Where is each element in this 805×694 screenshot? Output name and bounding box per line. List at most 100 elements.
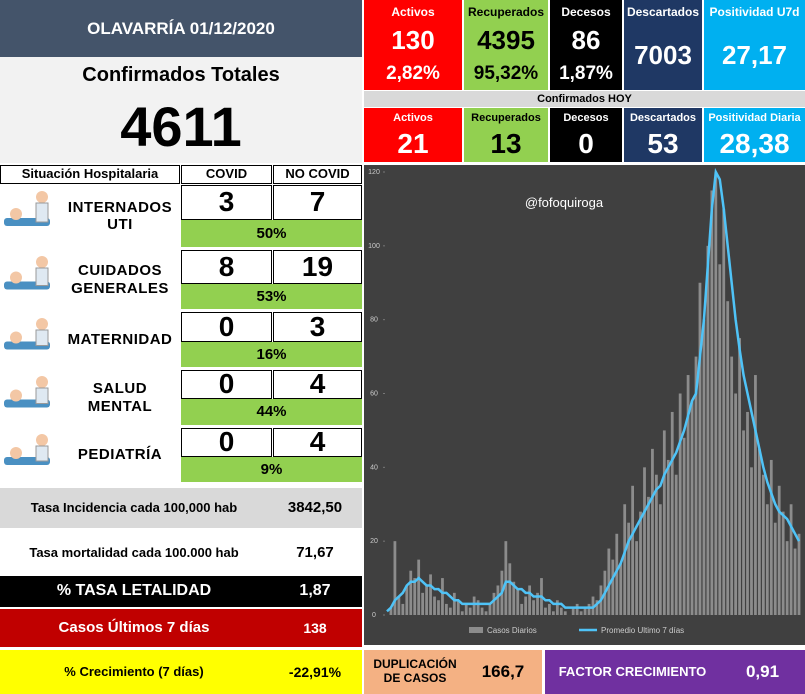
- row-icon: [2, 430, 58, 480]
- bar: [758, 448, 761, 615]
- bar: [631, 485, 635, 615]
- stat-label: Tasa mortalidad cada 100.000 hab: [29, 544, 239, 560]
- bar: [635, 541, 638, 615]
- bottom-box: [545, 650, 805, 694]
- title-bar: OLAVARRÍA 01/12/2020: [0, 0, 362, 57]
- bar: [674, 474, 678, 615]
- totals-label: Confirmados Totales: [82, 63, 280, 86]
- bar: [623, 504, 627, 615]
- today-label: Descartados: [629, 111, 697, 124]
- today-value: 28,38: [719, 127, 790, 159]
- bar: [777, 485, 781, 615]
- bar: [429, 574, 432, 615]
- y-tick-label: 60: [370, 391, 378, 398]
- bar: [797, 533, 801, 615]
- bar: [417, 559, 421, 615]
- bar: [445, 603, 448, 615]
- covid-value: 3: [181, 185, 272, 220]
- bar: [476, 600, 480, 615]
- patient-icon: [4, 318, 50, 350]
- row-label: INTERNADOS UTI: [67, 198, 173, 233]
- stat-row: [0, 576, 362, 607]
- stat-value: 71,67: [296, 544, 334, 562]
- bar: [548, 603, 551, 615]
- summary-box: [550, 0, 622, 90]
- bar: [484, 611, 488, 615]
- bottom-box: [364, 650, 542, 694]
- bar: [765, 504, 769, 615]
- bar: [492, 592, 496, 615]
- row-label: SALUD MENTAL: [87, 380, 153, 415]
- today-value: 13: [490, 127, 522, 159]
- row-icon: [2, 372, 58, 423]
- pct-cell: 53%: [181, 284, 362, 309]
- y-tick-label: 0: [372, 612, 376, 619]
- bar: [425, 585, 428, 615]
- bar: [639, 511, 642, 615]
- summary-box: [464, 0, 548, 90]
- bar: [627, 522, 631, 615]
- covid-value: 0: [181, 311, 272, 342]
- table-header: Situación Hospitalaria: [0, 165, 180, 184]
- totals-value: 4611: [120, 95, 242, 159]
- bar: [678, 393, 682, 615]
- bar: [508, 563, 512, 615]
- y-tick-label: 120: [368, 169, 380, 176]
- bar: [750, 467, 753, 615]
- table-header: COVID: [181, 165, 272, 184]
- bar: [460, 611, 464, 615]
- stat-label: Tasa Incidencia cada 100,000 hab: [30, 499, 238, 515]
- bar: [734, 393, 738, 615]
- bar: [769, 459, 773, 615]
- summary-value: 7003: [634, 40, 692, 71]
- bar: [587, 603, 591, 615]
- bar: [433, 596, 436, 615]
- row-label: MATERNIDAD: [67, 330, 173, 348]
- stat-row: [0, 609, 362, 647]
- today-label: Positividad Diaria: [708, 111, 801, 124]
- bar: [488, 603, 492, 615]
- bar: [551, 611, 555, 615]
- bar: [393, 541, 397, 615]
- bar: [516, 589, 520, 615]
- bar: [480, 607, 484, 615]
- summary-pct: 2,82%: [386, 63, 440, 85]
- bar: [563, 611, 567, 615]
- stat-row: [0, 650, 362, 694]
- today-label: Activos: [393, 111, 433, 124]
- bar: [575, 603, 579, 615]
- bar: [761, 474, 765, 615]
- summary-label: Positividad U7d: [709, 5, 800, 20]
- y-tick-label: 80: [370, 317, 378, 324]
- bar: [730, 356, 734, 615]
- summary-label: Recuperados: [467, 5, 545, 20]
- summary-value: 27,17: [721, 40, 788, 71]
- summary-label: Activos: [391, 5, 435, 20]
- no-covid-value: 4: [273, 368, 362, 399]
- bar: [690, 400, 694, 615]
- no-covid-value: 19: [273, 250, 362, 284]
- bar: [651, 448, 654, 615]
- legend-label: Casos Diarios: [487, 626, 537, 635]
- stat-label: % TASA LETALIDAD: [56, 582, 212, 600]
- no-covid-value: 3: [273, 311, 362, 342]
- stat-value: 3842,50: [287, 499, 343, 517]
- stat-row: [0, 533, 362, 573]
- bar: [559, 607, 563, 615]
- covid-value: 8: [181, 250, 272, 284]
- patient-icon: [4, 376, 50, 408]
- bar: [405, 585, 409, 615]
- summary-label: Descartados: [626, 5, 700, 20]
- bar: [670, 411, 674, 615]
- today-value: 21: [397, 127, 429, 159]
- summary-box: [624, 0, 702, 90]
- bar: [746, 411, 749, 615]
- bar: [472, 596, 476, 615]
- row-icon: [2, 187, 58, 245]
- stat-row: [0, 488, 362, 528]
- bar: [706, 245, 710, 615]
- pct-cell: 9%: [181, 457, 362, 482]
- bar: [456, 600, 460, 615]
- stat-label: % Crecimiento (7 días): [64, 663, 204, 679]
